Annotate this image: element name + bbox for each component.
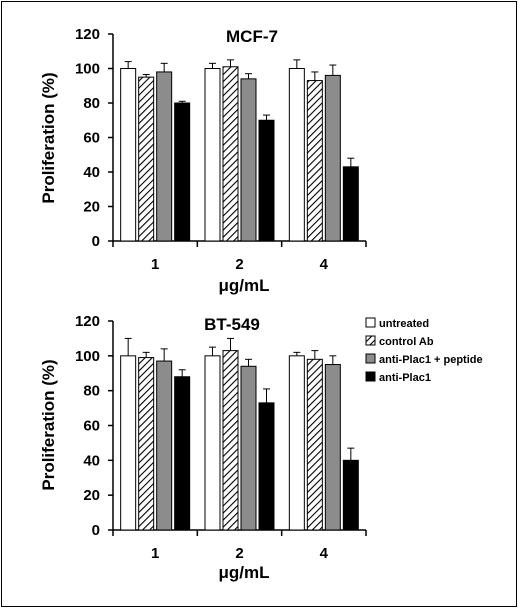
chart2-title: BT-549 <box>204 315 260 334</box>
chart2-y-tick-label: 0 <box>92 522 100 539</box>
chart2-bar <box>174 376 191 531</box>
chart2-y-tick-label: 40 <box>83 452 100 469</box>
chart2-y-tick-label: 60 <box>83 418 100 435</box>
chart1-bar <box>240 78 257 242</box>
chart1-y-tick-label: 80 <box>83 95 100 112</box>
chart1-bar <box>204 68 221 242</box>
chart2-legend: untreated control Ab anti-Plac1 + peptide a… <box>365 317 483 384</box>
chart2-y-tick-label: 100 <box>75 348 100 365</box>
chart1-xlabel: μg/mL <box>218 276 269 295</box>
chart2-bar <box>288 355 305 531</box>
chart2-y-tick-label: 80 <box>83 383 100 400</box>
chart2-bar <box>138 357 155 531</box>
chart2-ylabel: Proliferation (%) <box>39 359 58 490</box>
chart1-bar <box>306 80 323 242</box>
chart1-plot: 0 20 40 60 80 100 120 1 2 4 <box>75 26 367 273</box>
chart2-bar <box>204 355 221 531</box>
chart2-x-tick-label: 4 <box>320 545 329 562</box>
chart1-y-tick-label: 100 <box>75 61 100 78</box>
chart2-bar <box>240 365 257 531</box>
legend-swatch <box>365 335 376 346</box>
chart1-bar <box>222 66 239 242</box>
chart1-bar <box>288 68 305 242</box>
chart2-x-tick-label: 1 <box>151 545 159 562</box>
chart1-bar <box>138 76 155 242</box>
chart2-plot: 0 20 40 60 80 100 120 1 2 4 <box>75 313 367 562</box>
chart1-y-tick-label: 120 <box>75 26 100 43</box>
chart2-x-tick-label: 2 <box>235 545 243 562</box>
chart2-bar <box>156 360 173 531</box>
chart2-y-tick-label: 20 <box>83 487 100 504</box>
legend-label: anti-Plac1 + peptide <box>379 354 483 366</box>
chart1-x-tick-label: 2 <box>235 256 243 273</box>
chart1-y-tick-label: 0 <box>92 233 100 250</box>
legend-swatch <box>365 371 376 382</box>
chart1-x-tick-label: 4 <box>320 256 329 273</box>
legend-label: untreated <box>379 318 429 330</box>
chart2-bar <box>222 350 239 531</box>
chart1-y-tick-label: 40 <box>83 164 100 181</box>
chart1-title: MCF-7 <box>226 27 278 46</box>
chart1-ylabel: Proliferation (%) <box>39 72 58 203</box>
legend-label: control Ab <box>379 336 434 348</box>
chart2-bar <box>324 364 341 531</box>
legend-swatch <box>365 353 376 364</box>
chart1-bar <box>156 71 173 242</box>
chart2-bar <box>258 402 275 531</box>
chart2-bar <box>306 358 323 531</box>
chart1-bar <box>324 74 341 242</box>
chart1-bar <box>174 102 191 242</box>
legend-label: anti-Plac1 <box>379 372 431 384</box>
chart1-y-tick-label: 20 <box>83 199 100 216</box>
chart1-y-tick-label: 60 <box>83 130 100 147</box>
chart1-bar <box>342 166 359 242</box>
chart1-bar <box>120 68 137 242</box>
chart1-bar <box>258 119 275 242</box>
chart2-bar <box>120 355 137 531</box>
chart1-x-tick-label: 1 <box>151 256 159 273</box>
chart2-y-tick-label: 120 <box>75 313 100 330</box>
chart2-xlabel: μg/mL <box>218 563 269 582</box>
legend-swatch <box>365 317 376 328</box>
